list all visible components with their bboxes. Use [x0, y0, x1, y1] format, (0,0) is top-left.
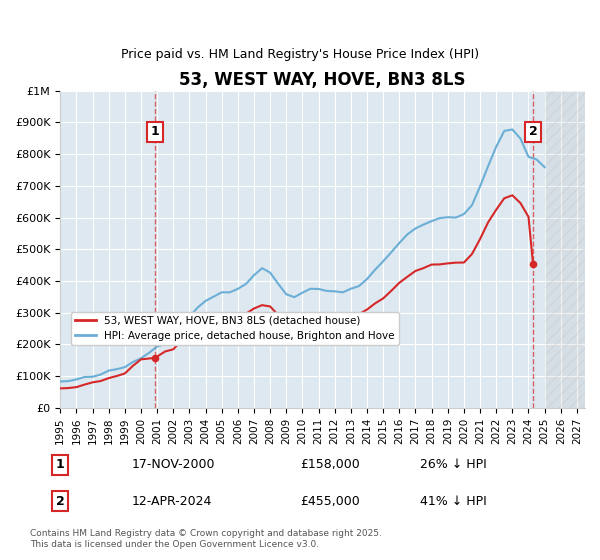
- Text: 26% ↓ HPI: 26% ↓ HPI: [420, 458, 487, 472]
- Text: 41% ↓ HPI: 41% ↓ HPI: [420, 494, 487, 508]
- Bar: [545, 91, 585, 408]
- Text: 1: 1: [56, 458, 64, 472]
- Point: [528, 259, 538, 268]
- Title: 53, WEST WAY, HOVE, BN3 8LS: 53, WEST WAY, HOVE, BN3 8LS: [179, 71, 466, 89]
- Text: 17-NOV-2000: 17-NOV-2000: [132, 458, 215, 472]
- Text: 2: 2: [529, 125, 538, 138]
- Legend: 53, WEST WAY, HOVE, BN3 8LS (detached house), HPI: Average price, detached house: 53, WEST WAY, HOVE, BN3 8LS (detached ho…: [71, 311, 398, 345]
- Text: 2: 2: [56, 494, 64, 508]
- Text: Contains HM Land Registry data © Crown copyright and database right 2025.
This d: Contains HM Land Registry data © Crown c…: [30, 529, 382, 549]
- Text: 1: 1: [151, 125, 160, 138]
- Text: Price paid vs. HM Land Registry's House Price Index (HPI): Price paid vs. HM Land Registry's House …: [121, 48, 479, 60]
- Text: £455,000: £455,000: [300, 494, 360, 508]
- Text: £158,000: £158,000: [300, 458, 360, 472]
- Point: [150, 353, 160, 362]
- Text: 12-APR-2024: 12-APR-2024: [132, 494, 212, 508]
